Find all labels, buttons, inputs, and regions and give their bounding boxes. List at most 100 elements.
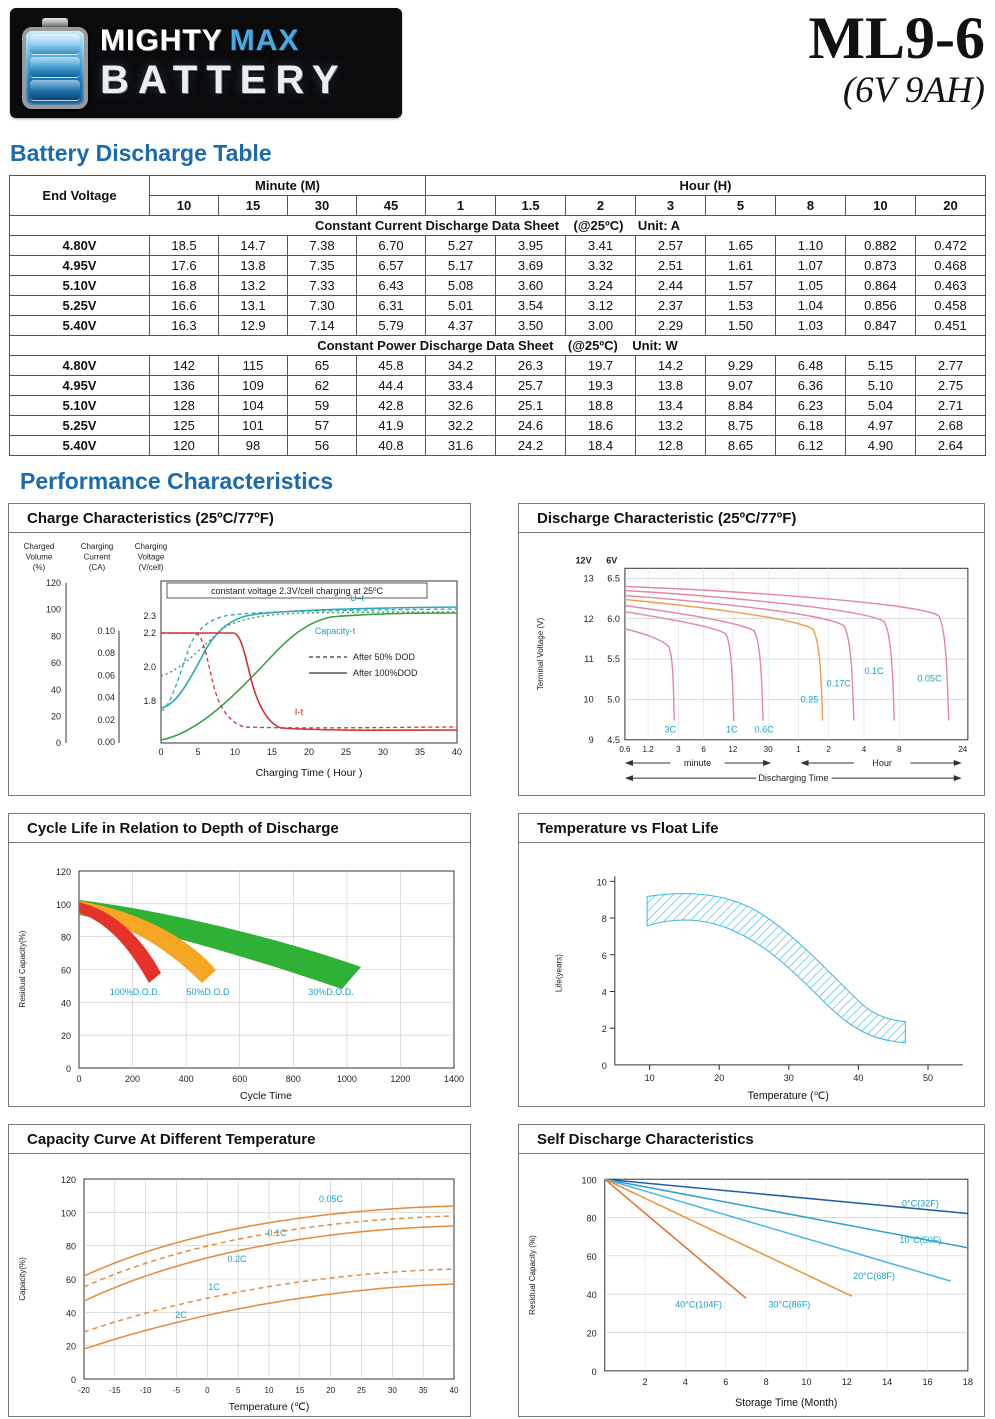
table-row: 4.80V 18.5 14.7 7.38 6.70 5.27 3.95 3.41 2.57 1.6…	[9, 235, 987, 256]
value-cell: 2.29	[635, 315, 706, 336]
tick-label: 80	[51, 631, 61, 641]
value-cell: 8.65	[704, 435, 776, 456]
tick-label: 25	[357, 1386, 366, 1395]
x-tick-marks	[649, 1065, 929, 1071]
value-cell: 1.10	[774, 235, 846, 256]
value-cell: 16.3	[149, 315, 219, 336]
curve-0-05c	[83, 1204, 455, 1277]
panel-self-discharge: Self Discharge Characteristics Residual …	[518, 1123, 985, 1417]
band-label-100dod: 100%D.O.D.	[110, 987, 161, 997]
x-axis-label: Charging Time ( Hour )	[256, 767, 363, 779]
curve-0-25	[624, 598, 824, 721]
rate-label-3c: 3C	[665, 725, 677, 735]
value-cell: 1.04	[774, 295, 846, 316]
tick-label: Charging	[135, 542, 167, 551]
volume-tick-labels: 120 100 80 60 40 20 0	[46, 578, 61, 748]
tick-label: 4	[862, 745, 867, 754]
value-cell: 3.12	[565, 295, 636, 316]
minute-axis-label: minute	[684, 758, 711, 768]
curve-2c	[83, 1282, 455, 1350]
tick-label: 12	[842, 1376, 852, 1386]
tick-label: 0.10	[97, 626, 115, 636]
battery-icon	[22, 17, 88, 109]
tick-label: 4	[602, 988, 607, 998]
tick-label: 40	[450, 1386, 459, 1395]
y-axis-label: Residual Capacity (%)	[528, 1234, 537, 1314]
value-cell: 115	[218, 355, 288, 376]
column-header: 10	[149, 195, 219, 216]
legend-solid-label: After 100%DOD	[353, 668, 418, 678]
value-cell: 0.856	[844, 295, 916, 316]
tick-label: 40	[66, 1308, 76, 1318]
value-cell: 3.54	[495, 295, 567, 316]
tick-label: 6	[701, 745, 706, 754]
value-cell: 32.2	[425, 415, 497, 436]
grid-lines	[84, 1178, 454, 1379]
tick-label: 800	[286, 1074, 301, 1084]
value-cell: 13.8	[218, 255, 288, 276]
value-cell: 18.6	[565, 415, 636, 436]
tick-label: 50	[923, 1073, 933, 1083]
value-cell: 13.2	[218, 275, 288, 296]
panel-charge-characteristics: Charge Characteristics (25ºC/77ºF) Charg…	[8, 503, 471, 797]
capacity-curve-label: Capacity-t	[315, 626, 356, 636]
end-voltage-cell: 5.10V	[9, 395, 150, 416]
tick-label: 400	[179, 1074, 194, 1084]
x-axis-label: Discharging Time	[758, 773, 828, 783]
tick-label: 0	[602, 1061, 607, 1071]
value-cell: 6.43	[355, 275, 427, 296]
tick-label: 2.2	[143, 628, 156, 638]
tick-label: 0.02	[97, 715, 115, 725]
grid-lines	[624, 568, 968, 740]
value-cell: 14.7	[218, 235, 288, 256]
tick-label: 8	[897, 745, 902, 754]
value-cell: 1.07	[774, 255, 846, 276]
tick-label: -15	[109, 1386, 121, 1395]
end-voltage-cell: 4.80V	[9, 235, 150, 256]
value-cell: 6.18	[774, 415, 846, 436]
tick-label: (V/cell)	[139, 563, 164, 572]
tick-label: -5	[173, 1386, 181, 1395]
value-cell: 26.3	[495, 355, 567, 376]
tick-label: 10	[584, 694, 594, 704]
tick-label: 0.06	[97, 670, 115, 680]
tick-label: 30	[378, 747, 388, 757]
y-tick-labels: 120 100 80 60 40 20 0	[61, 1175, 76, 1385]
value-cell: 17.6	[149, 255, 219, 276]
page-header: MIGHTY MAX BATTERY ML9-6 (6V 9AH)	[0, 8, 995, 126]
tick-label: 100	[582, 1175, 597, 1185]
value-cell: 6.48	[774, 355, 846, 376]
tick-label: 10	[597, 878, 607, 888]
tick-label: 24	[958, 745, 967, 754]
tick-label: 35	[415, 747, 425, 757]
arrowheads	[624, 759, 962, 782]
value-cell: 5.27	[425, 235, 497, 256]
battery-discharge-table: End Voltage Minute (M) Hour (H) 10 15 30 45…	[9, 175, 987, 456]
end-voltage-cell: 5.40V	[9, 435, 150, 456]
tick-label: 100	[46, 605, 61, 615]
table-row: 5.40V 16.3 12.9 7.14 5.79 4.37 3.50 3.00 2.29 1.5…	[9, 315, 987, 336]
column-header: 10	[844, 195, 916, 216]
value-cell: 6.23	[774, 395, 846, 416]
value-cell: 12.8	[635, 435, 706, 456]
tick-label: 4	[683, 1376, 688, 1386]
value-cell: 65	[287, 355, 357, 376]
value-cell: 5.04	[844, 395, 916, 416]
charging-voltage-axis-header: Charging Voltage(V/cell)	[135, 542, 167, 572]
curve-0-1c	[624, 589, 895, 721]
value-cell: 98	[218, 435, 288, 456]
current-tick-labels: 0.10 0.08 0.06 0.04 0.02 0.00	[97, 626, 115, 747]
value-cell: 1.65	[704, 235, 776, 256]
tick-label: 0.04	[97, 693, 115, 703]
x-tick-labels: -20 -15 -10 -5 0 5 10 15 20 25 30 35 40	[78, 1386, 459, 1395]
tick-label: 60	[61, 966, 71, 976]
end-voltage-cell: 4.95V	[9, 255, 150, 276]
annotation-box	[166, 582, 428, 599]
tick-label: 1400	[444, 1074, 464, 1084]
constant-power-rows: 4.80V 142 115 65 45.8 34.2 26.3 19.7 14.2 9.29 6.4…	[9, 355, 987, 456]
table-row: 5.10V 16.8 13.2 7.33 6.43 5.08 3.60 3.24 2.44 1.5…	[9, 275, 987, 296]
tick-label: 120	[46, 578, 61, 588]
value-cell: 1.57	[704, 275, 776, 296]
value-cell: 0.847	[844, 315, 916, 336]
